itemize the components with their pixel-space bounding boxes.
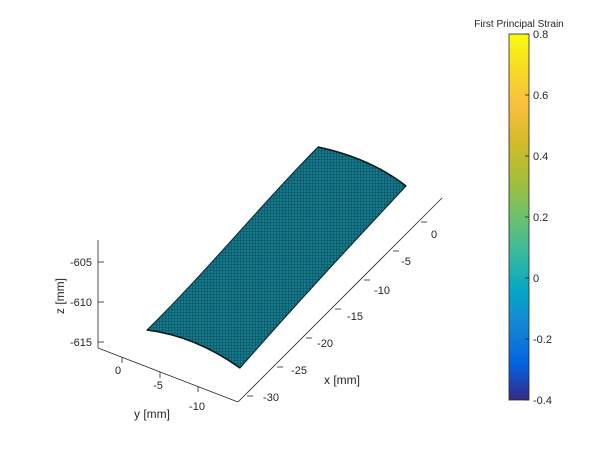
y-axis-label: y [mm]	[134, 407, 170, 421]
colorbar-tick-label: 0.8	[533, 29, 548, 41]
colorbar: First Principal Strain 0.8 0.6 0.4 0.2 0…	[474, 19, 563, 407]
colorbar-tick-label: 0	[533, 273, 539, 285]
colorbar-title: First Principal Strain	[474, 19, 563, 30]
z-tick-label: -610	[70, 297, 92, 309]
x-tick-label: -25	[291, 365, 307, 377]
surface-edge-near	[146, 329, 241, 369]
z-axis-label: z [mm]	[53, 278, 67, 314]
colorbar-tick-label: -0.2	[533, 334, 552, 346]
x-tick-label: -5	[401, 256, 411, 268]
x-tick-label: -20	[317, 338, 333, 350]
colorbar-tick-label: 0.6	[533, 90, 548, 102]
colorbar-tick-label: 0.4	[533, 151, 548, 163]
y-tick-label: 0	[115, 365, 121, 377]
colorbar-tick-label: 0.2	[533, 212, 548, 224]
colorbar-ticks	[525, 33, 529, 401]
z-tick-label: -605	[70, 257, 92, 269]
y-axis-line	[97, 347, 239, 403]
x-tick-label: -15	[347, 311, 363, 323]
z-tick-label: -615	[70, 337, 92, 349]
y-ticks	[121, 357, 199, 392]
axes-box	[97, 197, 443, 403]
z-ticks	[98, 261, 104, 343]
y-tick-label: -10	[189, 401, 205, 413]
x-ticks	[247, 221, 427, 397]
surface-patch	[145, 146, 407, 369]
colorbar-tick-label: -0.4	[533, 395, 552, 407]
y-tick-label: -5	[153, 380, 163, 392]
surface-plot	[145, 146, 407, 369]
x-tick-label: -10	[374, 285, 390, 297]
x-axis-label: x [mm]	[324, 373, 360, 387]
x-tick-label: 0	[431, 229, 437, 241]
x-tick-label: -30	[263, 392, 279, 404]
surface-edge-far	[317, 146, 407, 187]
x-axis-line	[237, 197, 443, 403]
